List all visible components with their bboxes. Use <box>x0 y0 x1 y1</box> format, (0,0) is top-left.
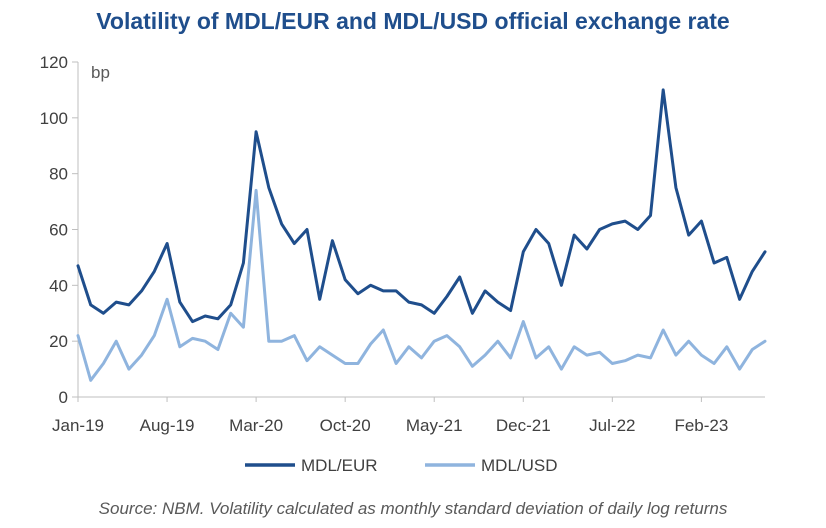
legend-label-mdl-eur: MDL/EUR <box>301 456 378 475</box>
y-tick-label: 40 <box>49 276 68 295</box>
chart-title: Volatility of MDL/EUR and MDL/USD offici… <box>96 8 730 34</box>
x-tick-label: Dec-21 <box>496 416 551 435</box>
y-tick-label: 80 <box>49 165 68 184</box>
x-tick-label: Aug-19 <box>140 416 195 435</box>
y-tick-label: 100 <box>40 109 68 128</box>
source-note: Source: NBM. Volatility calculated as mo… <box>98 499 728 518</box>
x-tick-label: May-21 <box>406 416 463 435</box>
y-tick-label: 60 <box>49 221 68 240</box>
y-unit-label: bp <box>91 63 110 82</box>
y-tick-label: 120 <box>40 53 68 72</box>
legend-label-mdl-usd: MDL/USD <box>481 456 558 475</box>
series-line-mdl-eur <box>76 88 767 324</box>
x-tick-label: Mar-20 <box>229 416 283 435</box>
x-tick-label: Jan-19 <box>52 416 104 435</box>
y-tick-label: 0 <box>59 388 68 407</box>
series-line-mdl-usd <box>76 188 767 382</box>
x-tick-label: Feb-23 <box>674 416 728 435</box>
x-tick-label: Jul-22 <box>589 416 635 435</box>
x-tick-label: Oct-20 <box>320 416 371 435</box>
y-tick-label: 20 <box>49 332 68 351</box>
